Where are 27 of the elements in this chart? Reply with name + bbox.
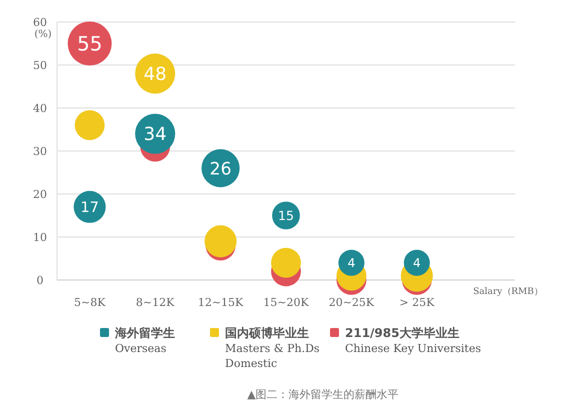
data-label: 26 <box>210 159 232 180</box>
data-label: 17 <box>80 200 99 216</box>
data-label: 15 <box>278 208 294 223</box>
y-tick-label: 20 <box>33 188 47 201</box>
y-tick-label: 40 <box>33 102 47 115</box>
legend-label: 211/985大学毕业生 Chinese Key Universites <box>345 326 482 355</box>
text: ▲图二：海外留学生的薪酬水平 <box>247 388 399 401</box>
legend-label: 海外留学生 Overseas <box>114 326 175 355</box>
y-tick-label: 10 <box>33 231 47 244</box>
x-tick-label: > 25K <box>399 296 436 309</box>
x-tick-label: 12~15K <box>198 296 244 309</box>
data-label: 34 <box>144 124 167 146</box>
x-tick-label: 15~20K <box>263 296 310 309</box>
data-label: 48 <box>144 64 167 86</box>
y-tick-label: 0 <box>36 274 44 287</box>
legend-label: 国内硕博毕业生 Masters & Ph.Ds Domestic <box>225 326 320 370</box>
y-tick-label: 50 <box>33 59 47 72</box>
data-label: 55 <box>77 32 102 56</box>
y-tick-label: 30 <box>33 145 47 158</box>
x-axis-title: Salary（RMB） <box>473 287 543 297</box>
y-tick-label: 60 <box>33 16 47 29</box>
x-tick-label: 5~8K <box>74 296 106 309</box>
data-label: 4 <box>413 256 421 270</box>
x-tick-label: 8~12K <box>136 296 176 309</box>
y-axis-title: (%) <box>34 29 52 40</box>
x-tick-label: 20~25K <box>328 296 375 309</box>
data-label: 4 <box>348 256 356 270</box>
